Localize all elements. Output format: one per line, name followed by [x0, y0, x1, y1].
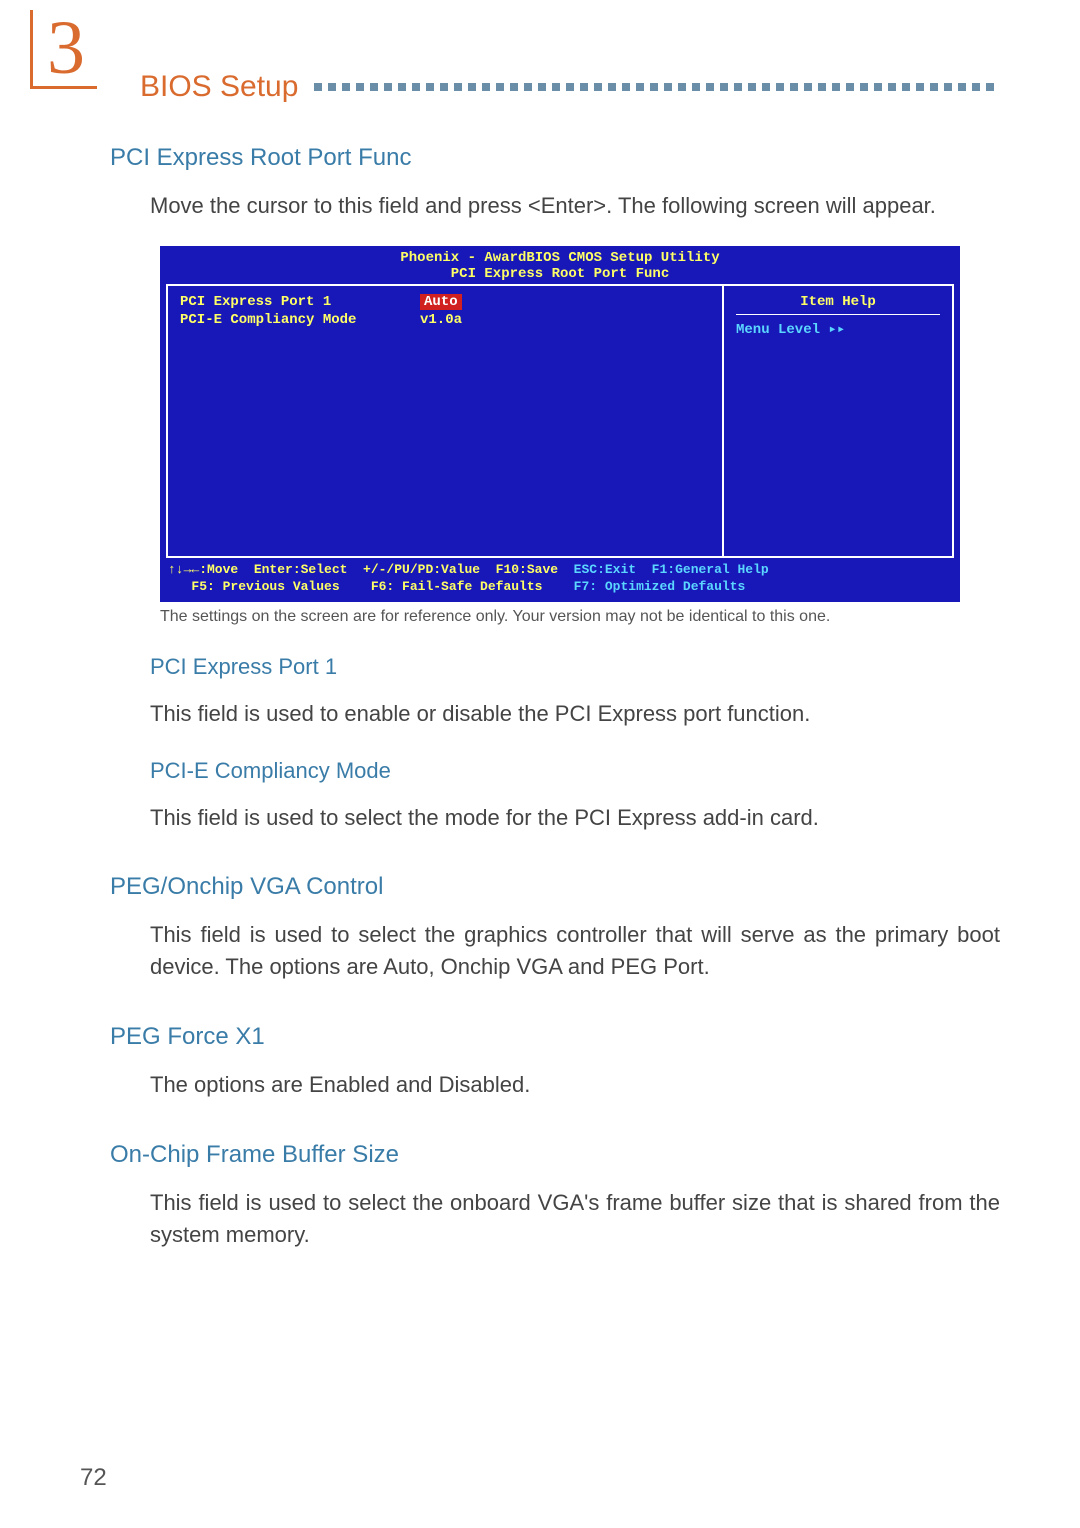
dot	[916, 83, 924, 91]
dot	[510, 83, 518, 91]
dot	[860, 83, 868, 91]
heading-compliancy: PCI-E Compliancy Mode	[150, 758, 1000, 784]
bios-right-pane: Item Help Menu Level ▸▸	[722, 286, 952, 556]
text-buffer: This field is used to select the onboard…	[150, 1187, 1000, 1251]
dot	[538, 83, 546, 91]
dot	[594, 83, 602, 91]
bios-menu-level: Menu Level ▸▸	[736, 321, 940, 338]
dot	[986, 83, 994, 91]
dot	[692, 83, 700, 91]
dot	[706, 83, 714, 91]
dot	[720, 83, 728, 91]
dot	[328, 83, 336, 91]
dot	[496, 83, 504, 91]
dot	[454, 83, 462, 91]
bios-main: PCI Express Port 1AutoPCI-E Compliancy M…	[166, 284, 954, 558]
dot	[342, 83, 350, 91]
dot	[930, 83, 938, 91]
dot	[902, 83, 910, 91]
text-peg-vga: This field is used to select the graphic…	[150, 919, 1000, 983]
dot	[426, 83, 434, 91]
dot	[888, 83, 896, 91]
header-row: BIOS Setup	[140, 70, 1000, 104]
bios-row-label: PCI-E Compliancy Mode	[180, 312, 420, 328]
dot	[832, 83, 840, 91]
dot	[664, 83, 672, 91]
dot	[790, 83, 798, 91]
dot	[482, 83, 490, 91]
dot	[468, 83, 476, 91]
dot	[804, 83, 812, 91]
bios-row-value: Auto	[420, 294, 462, 310]
dot	[552, 83, 560, 91]
dot	[748, 83, 756, 91]
bios-foot-1b: ESC:Exit F1:General Help	[574, 562, 769, 577]
dot	[412, 83, 420, 91]
bios-left-pane: PCI Express Port 1AutoPCI-E Compliancy M…	[168, 286, 722, 556]
bios-foot-1a: ↑↓→←:Move Enter:Select +/-/PU/PD:Value F…	[168, 562, 574, 577]
heading-port1: PCI Express Port 1	[150, 654, 1000, 680]
dot	[384, 83, 392, 91]
dot	[314, 83, 322, 91]
text-compliancy: This field is used to select the mode fo…	[150, 802, 1000, 834]
bios-item-help-heading: Item Help	[736, 294, 940, 315]
bios-foot-2a: F5: Previous Values F6: Fail-Safe Defaul…	[168, 579, 574, 594]
dot	[608, 83, 616, 91]
dot	[524, 83, 532, 91]
bios-title-line1: Phoenix - AwardBIOS CMOS Setup Utility	[400, 250, 719, 266]
bios-footer: ↑↓→←:Move Enter:Select +/-/PU/PD:Value F…	[160, 558, 960, 602]
bios-title-line2: PCI Express Root Port Func	[451, 266, 669, 282]
dot	[370, 83, 378, 91]
dot	[972, 83, 980, 91]
dot	[874, 83, 882, 91]
dot	[650, 83, 658, 91]
dot	[440, 83, 448, 91]
chapter-number: 3	[30, 10, 97, 89]
dot	[846, 83, 854, 91]
heading-root-port: PCI Express Root Port Func	[110, 144, 1000, 172]
bios-row: PCI Express Port 1Auto	[180, 294, 710, 310]
bios-row: PCI-E Compliancy Modev1.0a	[180, 312, 710, 328]
text-peg-force: The options are Enabled and Disabled.	[150, 1069, 1000, 1101]
bios-title-bar: Phoenix - AwardBIOS CMOS Setup Utility P…	[160, 246, 960, 284]
bios-row-label: PCI Express Port 1	[180, 294, 420, 310]
dot	[958, 83, 966, 91]
header-dots	[314, 83, 1000, 91]
dot	[356, 83, 364, 91]
heading-peg-vga: PEG/Onchip VGA Control	[110, 873, 1000, 901]
dot	[636, 83, 644, 91]
page-header-title: BIOS Setup	[140, 70, 298, 104]
dot	[944, 83, 952, 91]
text-port1: This field is used to enable or disable …	[150, 698, 1000, 730]
dot	[776, 83, 784, 91]
dot	[734, 83, 742, 91]
heading-peg-force: PEG Force X1	[110, 1023, 1000, 1051]
bios-row-value: v1.0a	[420, 312, 462, 328]
dot	[762, 83, 770, 91]
text-root-port-intro: Move the cursor to this field and press …	[150, 190, 1000, 222]
dot	[398, 83, 406, 91]
bios-foot-2b: F7: Optimized Defaults	[574, 579, 746, 594]
bios-screenshot: Phoenix - AwardBIOS CMOS Setup Utility P…	[160, 246, 960, 602]
page-number: 72	[80, 1464, 107, 1492]
dot	[678, 83, 686, 91]
dot	[818, 83, 826, 91]
heading-buffer: On-Chip Frame Buffer Size	[110, 1141, 1000, 1169]
dot	[566, 83, 574, 91]
dot	[622, 83, 630, 91]
dot	[580, 83, 588, 91]
screenshot-caption: The settings on the screen are for refer…	[160, 608, 960, 626]
